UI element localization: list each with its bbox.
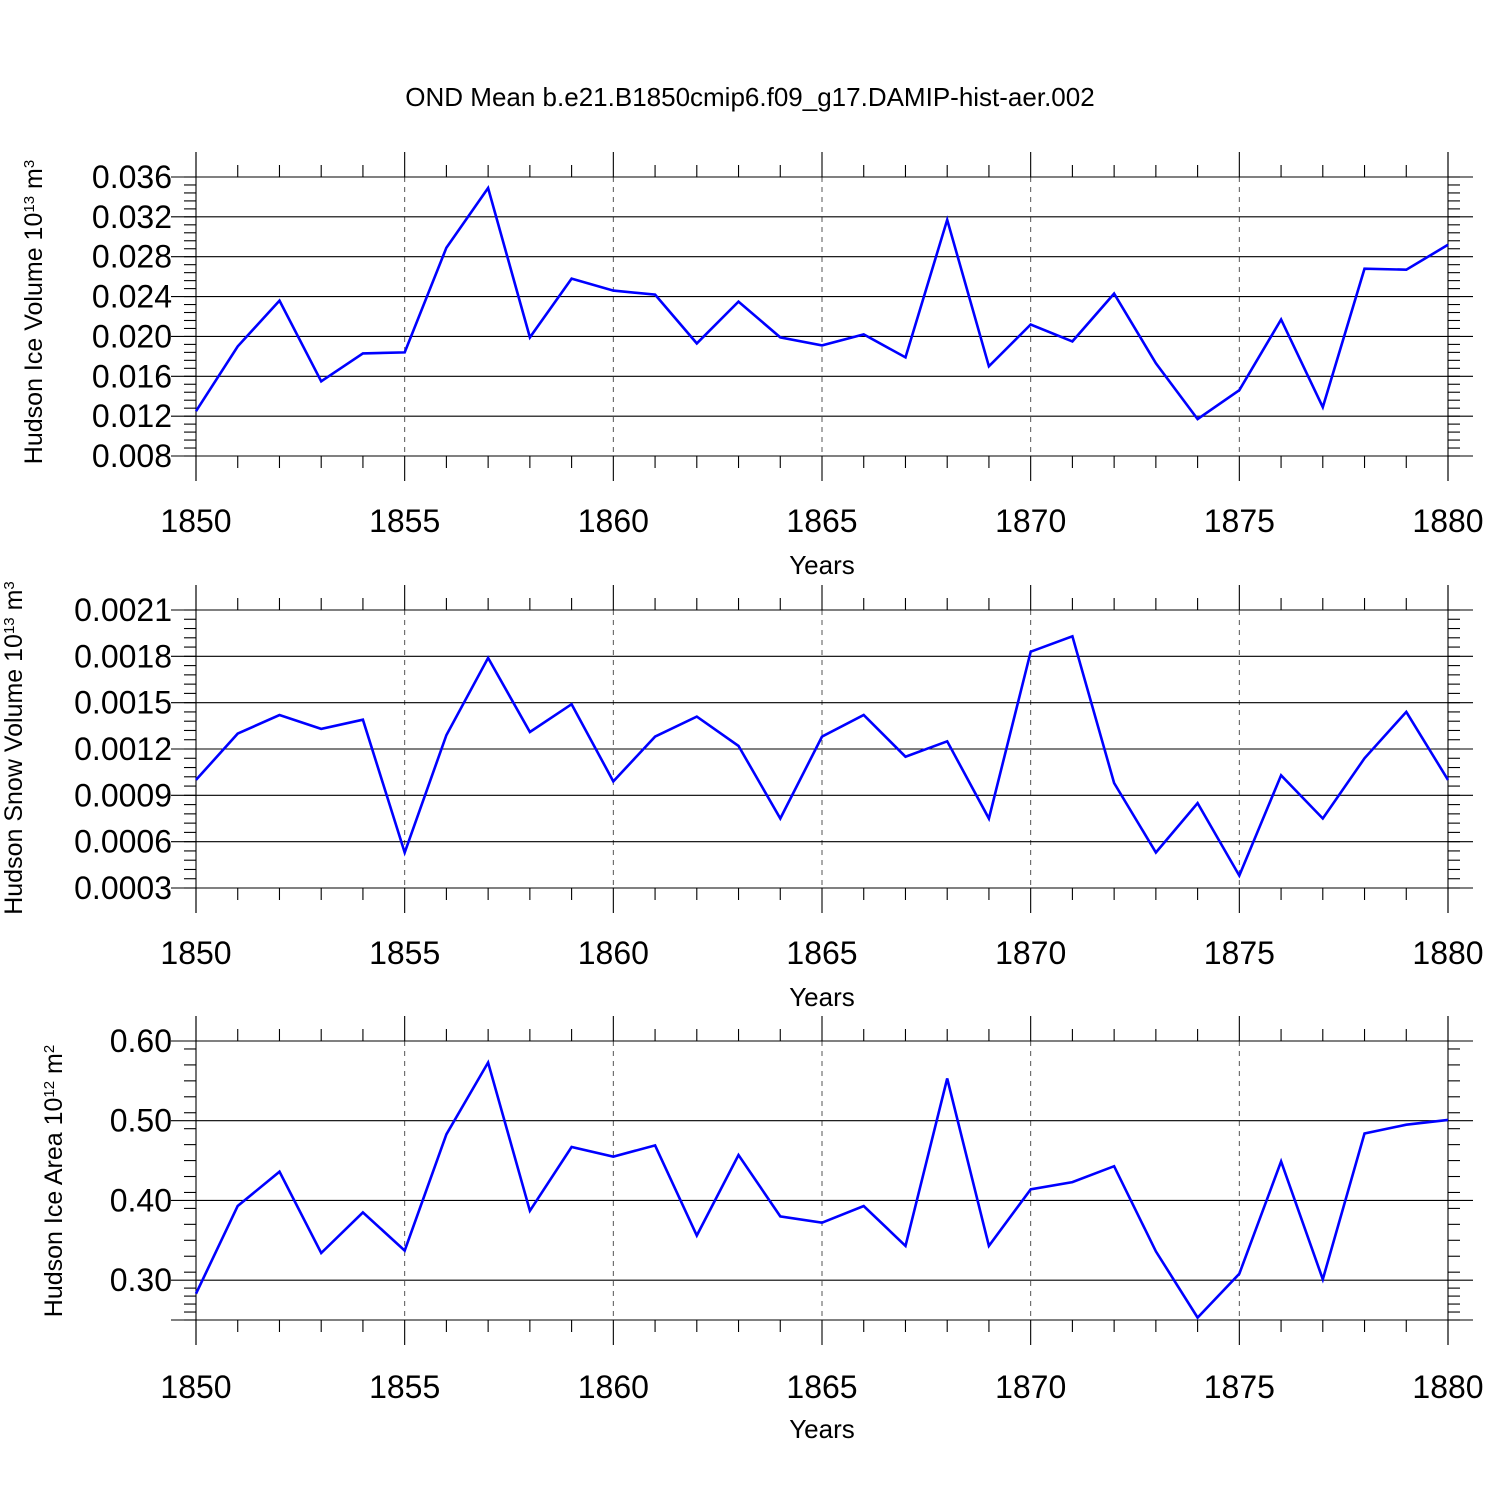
y-axis-label-part: m [20,168,48,196]
x-tick-label: 1855 [369,1369,440,1405]
y-tick-label: 0.0015 [74,685,172,721]
y-axis-label-superscript: 13 [1,617,18,634]
x-tick-label: 1860 [578,1369,649,1405]
x-tick-label: 1865 [786,1369,857,1405]
x-tick-label: 1860 [578,503,649,539]
x-tick-label: 1880 [1412,503,1483,539]
y-axis-label: Hudson Snow Volume 1013 m3 [0,581,28,915]
y-tick-label: 0.016 [92,358,172,394]
x-tick-label: 1870 [995,935,1066,971]
y-axis-label-part: m [40,1053,68,1081]
y-tick-label: 0.012 [92,398,172,434]
y-axis-label-superscript: 3 [21,160,38,168]
x-tick-label: 1865 [786,503,857,539]
x-tick-label: 1870 [995,1369,1066,1405]
x-axis-label: Years [789,982,855,1012]
x-tick-label: 1850 [160,935,231,971]
y-axis-label-part: Hudson Ice Area 10 [40,1098,68,1318]
series-line-2 [195,634,1450,879]
y-tick-label: 0.024 [92,279,172,315]
y-axis-label-part: m [0,590,28,618]
y-tick-label: 0.30 [110,1262,172,1298]
chart-panel-2: 1850 1855 1860 1865 1870 1875 1880 0.0003 0.0006… [0,581,1484,1012]
x-tick-label: 1855 [369,935,440,971]
y-tick-label: 0.0006 [74,824,172,860]
y-tick-label: 0.0003 [74,870,172,906]
x-tick-label: 1850 [160,1369,231,1405]
y-axis-label-superscript: 12 [41,1081,58,1098]
x-tick-label: 1880 [1412,1369,1483,1405]
y-axis-label-part: Hudson Snow Volume 10 [0,634,28,915]
y-axis-label: Hudson Ice Area 1012 m2 [40,1045,68,1317]
series-line-1 [194,184,1449,421]
series-line-3 [194,1059,1449,1320]
x-tick-label: 1855 [369,503,440,539]
x-tick-label: 1850 [160,503,231,539]
y-tick-label: 0.008 [92,438,172,474]
y-axis-label-superscript: 2 [41,1045,58,1053]
y-axis-label-part: Hudson Ice Volume 10 [20,213,48,465]
x-tick-label: 1875 [1204,503,1275,539]
figure-title: OND Mean b.e21.B1850cmip6.f09_g17.DAMIP-… [405,82,1094,112]
y-tick-label: 0.032 [92,199,172,235]
x-tick-label: 1870 [995,503,1066,539]
chart-panel-3: 1850 1855 1860 1865 1870 1875 1880 0.30 0.40 0.50… [40,1016,1484,1444]
y-axis-label: Hudson Ice Volume 1013 m3 [20,160,48,464]
x-axis-label: Years [789,1414,855,1444]
x-tick-label: 1875 [1204,1369,1275,1405]
y-tick-label: 0.50 [110,1103,172,1139]
y-tick-label: 0.0018 [74,638,172,674]
y-tick-label: 0.40 [110,1182,172,1218]
y-tick-label: 0.0021 [74,592,172,628]
panels: 1850 1855 1860 1865 1870 1875 1880 0.008 0.012 0.… [0,152,1484,1444]
x-axis-label: Years [789,550,855,580]
chart-panel-1: 1850 1855 1860 1865 1870 1875 1880 0.008 0.012 0.… [20,152,1484,580]
x-tick-label: 1875 [1204,935,1275,971]
y-tick-label: 0.028 [92,239,172,275]
y-tick-label: 0.0009 [74,777,172,813]
y-axis-label-superscript: 13 [21,196,38,213]
y-tick-label: 0.60 [110,1023,172,1059]
y-axis-label-superscript: 3 [1,581,18,589]
y-tick-label: 0.020 [92,318,172,354]
x-tick-label: 1880 [1412,935,1483,971]
x-tick-label: 1865 [786,935,857,971]
y-tick-label: 0.036 [92,159,172,195]
x-tick-label: 1860 [578,935,649,971]
y-tick-label: 0.0012 [74,731,172,767]
